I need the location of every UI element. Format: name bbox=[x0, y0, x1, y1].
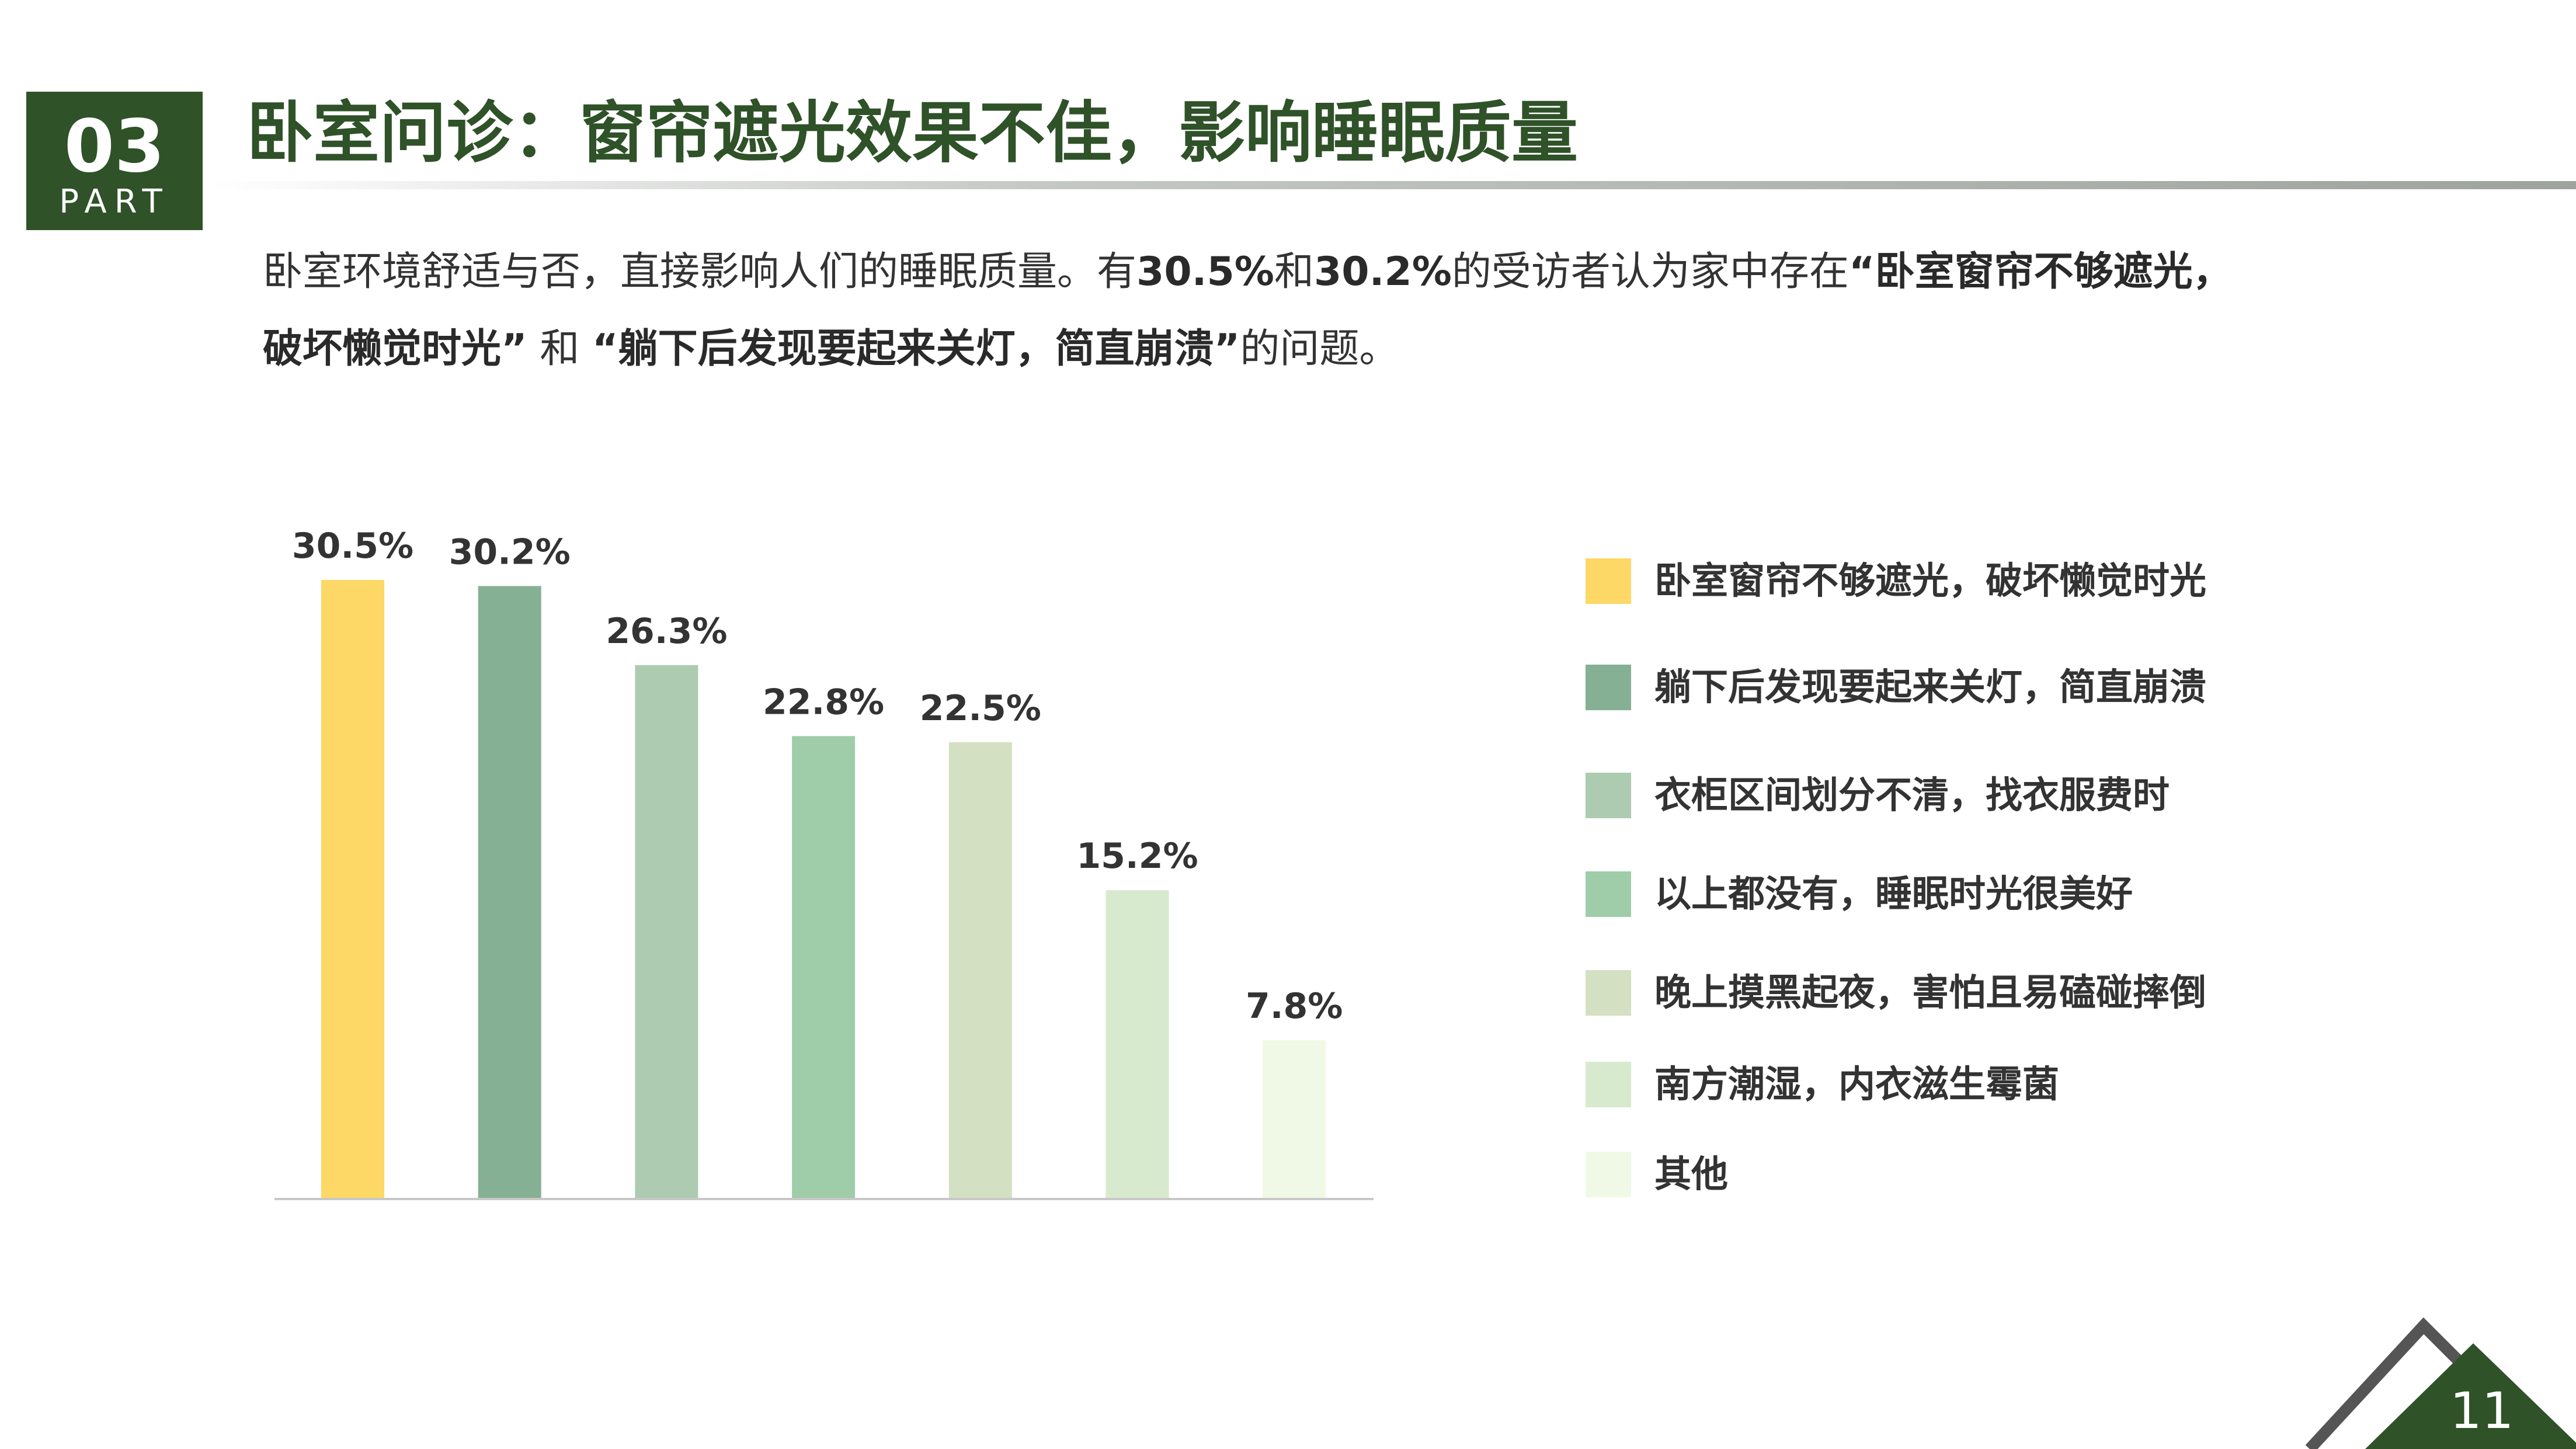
intro-text-4: 和 bbox=[527, 326, 592, 372]
legend-label: 躺下后发现要起来关灯，简直崩溃 bbox=[1654, 666, 2206, 708]
legend-swatch bbox=[1586, 665, 1631, 710]
legend-label: 衣柜区间划分不清，找衣服费时 bbox=[1654, 774, 2170, 816]
legend-swatch bbox=[1586, 1062, 1631, 1107]
legend-swatch bbox=[1586, 558, 1631, 604]
page-title: 卧室问诊：窗帘遮光效果不佳，影响睡眠质量 bbox=[246, 94, 1579, 172]
page-number: 11 bbox=[2450, 1382, 2514, 1440]
intro-quote-1a: “卧室窗帘不够遮光， bbox=[1848, 249, 2233, 295]
bar-7 bbox=[1263, 1040, 1326, 1198]
intro-paragraph: 卧室环境舒适与否，直接影响人们的睡眠质量。有30.5%和30.2%的受访者认为家… bbox=[263, 234, 2394, 388]
bar-value-label-3: 26.3% bbox=[606, 611, 727, 652]
bar-5 bbox=[948, 742, 1012, 1198]
bar-value-label-7: 7.8% bbox=[1246, 986, 1343, 1027]
bar-2 bbox=[478, 586, 541, 1198]
bar-1 bbox=[321, 580, 384, 1198]
intro-text-2: 和 bbox=[1274, 249, 1314, 295]
bar-value-label-5: 22.5% bbox=[920, 688, 1041, 729]
bar-value-label-1: 30.5% bbox=[292, 526, 413, 567]
legend-swatch bbox=[1586, 871, 1631, 917]
corner-decoration bbox=[2305, 1317, 2576, 1449]
title-divider bbox=[210, 181, 2576, 189]
intro-quote-1b: 破坏懒觉时光” bbox=[263, 326, 527, 372]
legend-label: 以上都没有，睡眠时光很美好 bbox=[1654, 873, 2133, 915]
bar-value-label-6: 15.2% bbox=[1076, 836, 1198, 877]
legend-swatch bbox=[1586, 970, 1631, 1016]
intro-text-5: 的问题。 bbox=[1240, 326, 1399, 372]
intro-text-1: 卧室环境舒适与否，直接影响人们的睡眠质量。有 bbox=[263, 249, 1137, 295]
intro-quote-2: “躺下后发现要起来关灯，简直崩溃” bbox=[592, 326, 1240, 372]
bar-value-label-2: 30.2% bbox=[449, 531, 571, 572]
section-label: PART bbox=[59, 183, 170, 221]
legend-label: 南方潮湿，内衣滋生霉菌 bbox=[1654, 1063, 2059, 1106]
intro-stat-1: 30.5% bbox=[1136, 249, 1274, 295]
legend-label: 卧室窗帘不够遮光，破坏懒觉时光 bbox=[1654, 560, 2206, 602]
legend-label: 其他 bbox=[1654, 1153, 1728, 1196]
bar-6 bbox=[1106, 890, 1169, 1198]
legend-swatch bbox=[1586, 1152, 1631, 1197]
bar-value-label-4: 22.8% bbox=[763, 682, 884, 722]
bar-4 bbox=[792, 736, 856, 1198]
bar-3 bbox=[635, 665, 698, 1198]
section-number: 03 bbox=[64, 105, 165, 189]
legend-label: 晚上摸黑起夜，害怕且易磕碰摔倒 bbox=[1654, 971, 2206, 1014]
section-badge: 03 PART bbox=[26, 92, 203, 230]
intro-stat-2: 30.2% bbox=[1313, 249, 1452, 295]
legend-swatch bbox=[1586, 773, 1631, 818]
intro-text-3: 的受访者认为家中存在 bbox=[1451, 249, 1849, 295]
